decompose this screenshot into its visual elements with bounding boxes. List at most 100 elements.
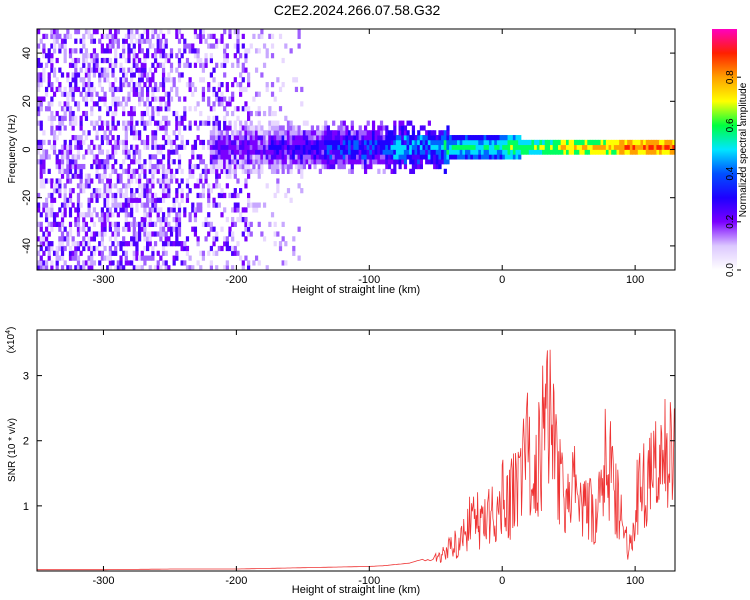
heatmap-cell: [122, 250, 126, 256]
heatmap-cell: [79, 115, 83, 121]
heatmap-cell: [169, 53, 174, 59]
heatmap-cell: [305, 139, 309, 146]
heatmap-cell: [449, 144, 453, 150]
heatmap-cell: [212, 125, 216, 131]
heatmap-cell: [44, 260, 49, 266]
heatmap-cell: [252, 96, 256, 102]
heatmap-cell: [209, 168, 213, 174]
heatmap-cell: [566, 139, 570, 146]
heatmap-cell: [566, 149, 570, 155]
heatmap-cell: [231, 62, 235, 68]
heatmap-cell: [79, 135, 83, 141]
heatmap-cell: [159, 265, 163, 271]
heatmap-cell: [132, 197, 136, 203]
heatmap-cell: [278, 33, 283, 40]
heatmap-cell: [130, 106, 134, 112]
heatmap-cell: [443, 135, 447, 141]
heatmap-cell: [539, 139, 543, 146]
heatmap-cell: [316, 125, 320, 131]
heatmap-cell: [228, 163, 232, 170]
heatmap-cell: [273, 96, 277, 102]
heatmap-cell: [106, 135, 110, 141]
heatmap-cell: [215, 163, 219, 170]
heatmap-cell: [393, 144, 397, 150]
heatmap-cell: [55, 183, 59, 189]
heatmap-cell: [385, 149, 389, 155]
heatmap-cell: [292, 125, 296, 131]
heatmap-cell: [483, 154, 487, 160]
heatmap-cell: [212, 91, 216, 97]
heatmap-cell: [228, 192, 232, 199]
heatmap-cell: [308, 139, 312, 146]
heatmap-cell: [164, 236, 168, 242]
heatmap-cell: [478, 149, 482, 155]
heatmap-cell: [185, 43, 190, 49]
heatmap-cell: [39, 212, 43, 218]
heatmap-cell: [417, 130, 421, 136]
heatmap-cell: [98, 188, 102, 194]
heatmap-cell: [124, 221, 128, 227]
heatmap-cell: [382, 149, 386, 155]
heatmap-cell: [627, 144, 631, 150]
heatmap-cell: [653, 144, 657, 150]
heatmap-cell: [220, 149, 224, 155]
heatmap-cell: [71, 202, 75, 208]
heatmap-cell: [92, 125, 97, 131]
heatmap-cell: [135, 38, 139, 44]
heatmap-cell: [66, 96, 70, 102]
heatmap-cell: [68, 149, 73, 155]
heatmap-cell: [116, 43, 120, 49]
heatmap-cell: [390, 149, 394, 155]
heatmap-cell: [661, 144, 665, 150]
heatmap-cell: [167, 192, 171, 199]
heatmap-cell: [169, 96, 174, 102]
heatmap-cell: [310, 130, 315, 136]
heatmap-cell: [486, 139, 490, 146]
heatmap-cell: [196, 48, 200, 54]
heatmap-cell: [613, 149, 618, 155]
heatmap-cell: [130, 173, 134, 179]
heatmap-cell: [151, 43, 155, 49]
heatmap-cell: [114, 38, 118, 44]
heatmap-cell: [161, 178, 166, 184]
heatmap-cell: [68, 255, 73, 261]
heatmap-cell: [366, 159, 370, 165]
heatmap-cell: [270, 33, 275, 40]
heatmap-cell: [281, 130, 285, 136]
heatmap-cell: [60, 43, 65, 49]
heatmap-cell: [143, 101, 147, 107]
heatmap-cell: [231, 159, 235, 165]
heatmap-cell: [358, 159, 362, 165]
heatmap-cell: [183, 96, 187, 102]
heatmap-cell: [260, 149, 264, 155]
heatmap-cell: [153, 202, 158, 208]
heatmap-cell: [76, 135, 81, 141]
heatmap-cell: [63, 149, 67, 155]
heatmap-cell: [82, 183, 86, 189]
heatmap-cell: [523, 149, 527, 155]
heatmap-cell: [135, 178, 139, 184]
heatmap-cell: [90, 265, 94, 271]
heatmap-cell: [260, 72, 264, 78]
heatmap-cell: [84, 96, 89, 102]
heatmap-cell: [175, 192, 179, 199]
heatmap-cell: [207, 188, 211, 194]
heatmap-cell: [122, 144, 126, 150]
heatmap-cell: [518, 154, 522, 160]
heatmap-cell: [130, 48, 134, 54]
heatmap-cell: [145, 245, 150, 252]
heatmap-cell: [153, 120, 158, 126]
heatmap-cell: [58, 101, 62, 107]
heatmap-cell: [127, 221, 131, 227]
heatmap-cell: [313, 149, 317, 155]
heatmap-cell: [228, 120, 232, 126]
heatmap-cell: [422, 154, 426, 160]
heatmap-cell: [68, 91, 73, 97]
heatmap-cell: [446, 149, 450, 155]
heatmap-cell: [76, 245, 81, 252]
heatmap-cell: [321, 130, 325, 136]
heatmap-cell: [143, 226, 147, 232]
heatmap-cell: [619, 144, 623, 150]
heatmap-cell: [329, 159, 333, 165]
heatmap-cell: [244, 183, 248, 189]
